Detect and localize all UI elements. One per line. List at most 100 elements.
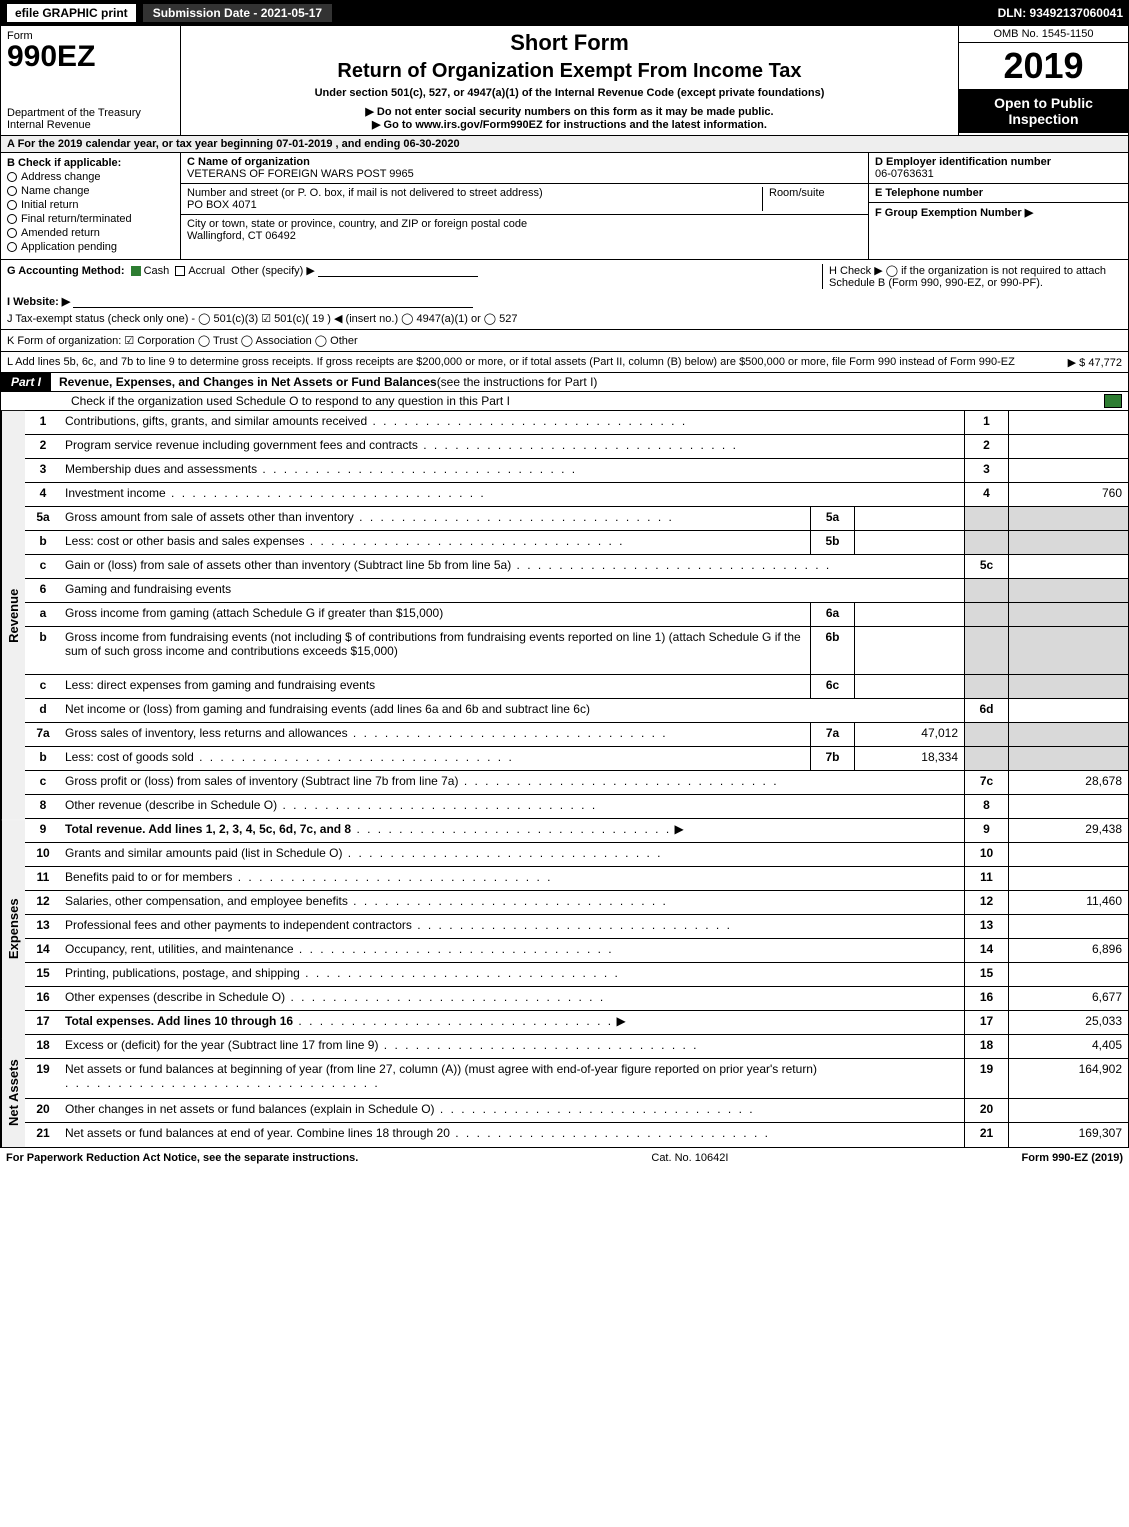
ln6-r [964, 579, 1008, 602]
ln7b-desc: Less: cost of goods sold [65, 750, 194, 764]
ln7c-num: c [25, 771, 61, 794]
website-input[interactable] [73, 296, 473, 308]
ln8-amt [1008, 795, 1128, 818]
j-tax-exempt: J Tax-exempt status (check only one) - ◯… [7, 312, 1122, 325]
ln7b-r [964, 747, 1008, 770]
city-value: Wallingford, CT 06492 [187, 230, 296, 242]
ln5c-desc: Gain or (loss) from sale of assets other… [65, 558, 511, 572]
initial-return-label: Initial return [21, 199, 78, 211]
application-pending-checkbox[interactable] [7, 242, 17, 252]
ln21-amt: 169,307 [1008, 1123, 1128, 1147]
ln6b-r [964, 627, 1008, 674]
ln19-desc: Net assets or fund balances at beginning… [65, 1062, 817, 1076]
g-other-input[interactable] [318, 265, 478, 277]
i-website-label: I Website: ▶ [7, 296, 70, 308]
ln11-num: 11 [25, 867, 61, 890]
org-name: VETERANS OF FOREIGN WARS POST 9965 [187, 168, 414, 180]
name-change-checkbox[interactable] [7, 186, 17, 196]
ln2-amt [1008, 435, 1128, 458]
ln17-num: 17 [25, 1011, 61, 1034]
h-schedule-b: H Check ▶ ◯ if the organization is not r… [822, 264, 1122, 289]
d-ein-label: D Employer identification number [875, 156, 1051, 168]
ln13-desc: Professional fees and other payments to … [65, 918, 412, 932]
ln13-r: 13 [964, 915, 1008, 938]
ln5a-r [964, 507, 1008, 530]
ln4-desc: Investment income [65, 486, 166, 500]
ln10-desc: Grants and similar amounts paid (list in… [65, 846, 342, 860]
ln6-amt [1008, 579, 1128, 602]
ln12-num: 12 [25, 891, 61, 914]
ln6b-desc: Gross income from fundraising events (no… [65, 630, 801, 658]
ln7a-num: 7a [25, 723, 61, 746]
efile-print-button[interactable]: efile GRAPHIC print [6, 3, 137, 23]
ln19-num: 19 [25, 1059, 61, 1098]
submission-date-button[interactable]: Submission Date - 2021-05-17 [143, 4, 332, 22]
tax-year: 2019 [959, 43, 1128, 89]
ln5b-mv [854, 531, 964, 554]
amended-return-label: Amended return [21, 227, 100, 239]
ln5b-r [964, 531, 1008, 554]
ln12-desc: Salaries, other compensation, and employ… [65, 894, 348, 908]
ln5a-m: 5a [810, 507, 854, 530]
ln10-amt [1008, 843, 1128, 866]
ln7a-amt [1008, 723, 1128, 746]
part1-scho-checkbox[interactable] [1104, 394, 1122, 408]
ln4-num: 4 [25, 483, 61, 506]
address-change-checkbox[interactable] [7, 172, 17, 182]
final-return-checkbox[interactable] [7, 214, 17, 224]
g-accrual: Accrual [188, 265, 225, 277]
expenses-vlabel: Expenses [1, 820, 25, 1038]
part1-title: Revenue, Expenses, and Changes in Net As… [59, 375, 437, 389]
netassets-vlabel: Net Assets [1, 1038, 25, 1147]
part1-check: Check if the organization used Schedule … [71, 394, 510, 408]
g-other: Other (specify) ▶ [231, 265, 315, 277]
ln21-r: 21 [964, 1123, 1008, 1147]
ln10-num: 10 [25, 843, 61, 866]
name-change-label: Name change [21, 185, 90, 197]
footer-right: Form 990-EZ (2019) [1022, 1152, 1123, 1164]
goto-link[interactable]: ▶ Go to www.irs.gov/Form990EZ for instru… [191, 118, 948, 131]
ln9-desc: Total revenue. Add lines 1, 2, 3, 4, 5c,… [65, 822, 351, 836]
ln14-r: 14 [964, 939, 1008, 962]
ln8-r: 8 [964, 795, 1008, 818]
ln20-amt [1008, 1099, 1128, 1122]
ln3-num: 3 [25, 459, 61, 482]
ln15-amt [1008, 963, 1128, 986]
ln6b-amt [1008, 627, 1128, 674]
ln13-num: 13 [25, 915, 61, 938]
ln13-amt [1008, 915, 1128, 938]
ln15-num: 15 [25, 963, 61, 986]
ln7b-amt [1008, 747, 1128, 770]
ln6c-desc: Less: direct expenses from gaming and fu… [65, 678, 375, 692]
ln7b-num: b [25, 747, 61, 770]
ln2-desc: Program service revenue including govern… [65, 438, 418, 452]
final-return-label: Final return/terminated [21, 213, 132, 225]
ln5b-m: 5b [810, 531, 854, 554]
ln5b-amt [1008, 531, 1128, 554]
ln19-amt: 164,902 [1008, 1059, 1128, 1098]
ln7b-mv: 18,334 [854, 747, 964, 770]
ln20-desc: Other changes in net assets or fund bala… [65, 1102, 435, 1116]
ln14-desc: Occupancy, rent, utilities, and maintena… [65, 942, 294, 956]
ln6b-m: 6b [810, 627, 854, 674]
ln12-r: 12 [964, 891, 1008, 914]
ln6a-amt [1008, 603, 1128, 626]
ln18-desc: Excess or (deficit) for the year (Subtra… [65, 1038, 378, 1052]
g-cash-checkbox[interactable] [131, 266, 141, 276]
amended-return-checkbox[interactable] [7, 228, 17, 238]
e-phone-label: E Telephone number [875, 187, 983, 199]
ln7a-mv: 47,012 [854, 723, 964, 746]
room-label: Room/suite [769, 187, 825, 199]
ln6c-amt [1008, 675, 1128, 698]
ln5c-r: 5c [964, 555, 1008, 578]
street-label: Number and street (or P. O. box, if mail… [187, 187, 543, 199]
revenue-vlabel: Revenue [1, 411, 25, 820]
ln11-desc: Benefits paid to or for members [65, 870, 232, 884]
ln16-num: 16 [25, 987, 61, 1010]
k-form-of-org: K Form of organization: ☑ Corporation ◯ … [7, 334, 1122, 347]
initial-return-checkbox[interactable] [7, 200, 17, 210]
g-accrual-checkbox[interactable] [175, 266, 185, 276]
ln9-amt: 29,438 [1008, 819, 1128, 842]
ln16-desc: Other expenses (describe in Schedule O) [65, 990, 285, 1004]
l-gross-receipts: L Add lines 5b, 6c, and 7b to line 9 to … [7, 356, 1015, 368]
